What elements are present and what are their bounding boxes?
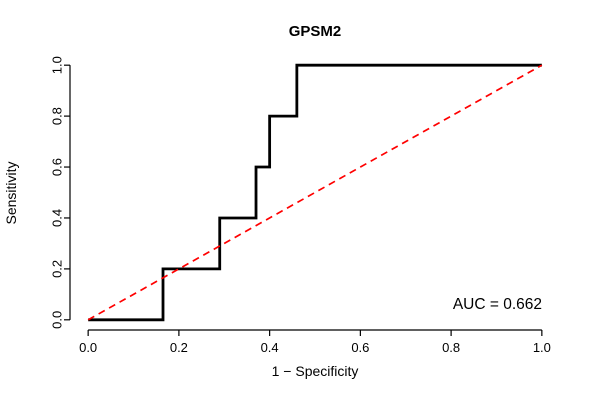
series-lines [87, 63, 543, 322]
y-tick-label: 0.2 [50, 260, 65, 278]
x-tick-label: 0.0 [79, 340, 97, 355]
x-tick-label: 0.6 [351, 340, 369, 355]
chart-title: GPSM2 [289, 23, 342, 40]
auc-annotation: AUC = 0.662 [453, 296, 542, 313]
y-tick-label: 0.0 [50, 311, 65, 329]
x-axis-label: 1 − Specificity [272, 363, 359, 379]
x-tick-label: 0.8 [442, 340, 460, 355]
y-tick-label: 1.0 [50, 56, 65, 74]
y-tick-label: 0.6 [50, 158, 65, 176]
chance-diagonal-line [87, 64, 543, 321]
axes: 0.0 0.2 0.4 0.6 0.8 1.0 0.0 0.2 0.4 0.6 0.8 1.0 [50, 56, 551, 355]
x-tick-label: 0.4 [261, 340, 279, 355]
x-tick-label: 0.2 [170, 340, 188, 355]
y-tick-label: 0.8 [50, 107, 65, 125]
x-tick-label: 1.0 [533, 340, 551, 355]
y-tick-label: 0.4 [50, 209, 65, 227]
y-axis-label: Sensitivity [3, 161, 19, 224]
